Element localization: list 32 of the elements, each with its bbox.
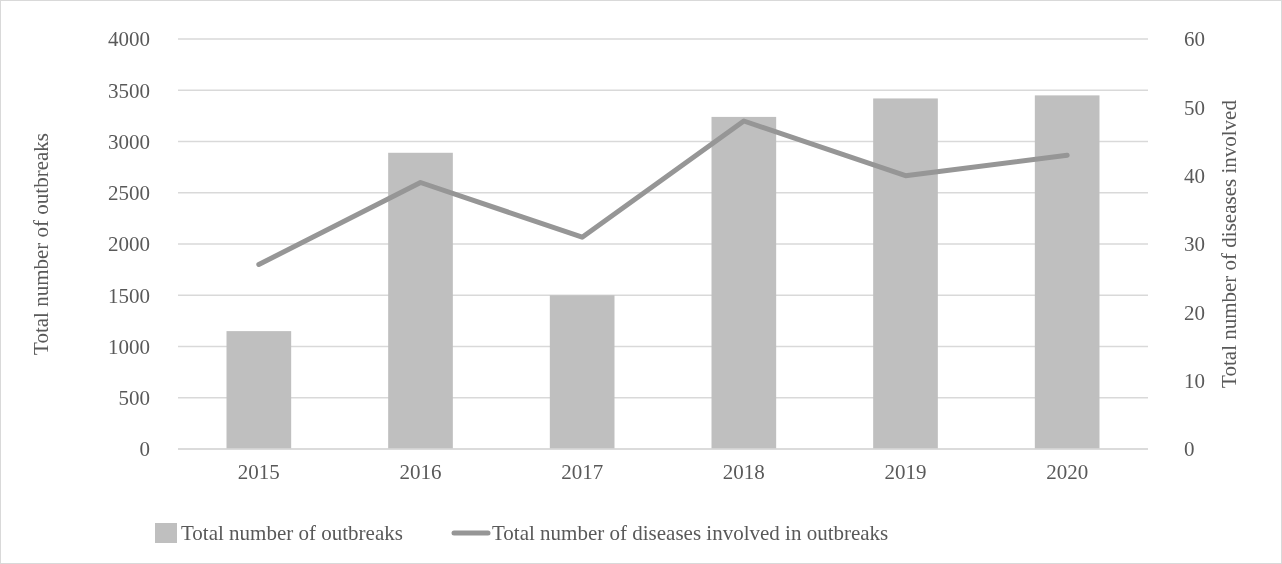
y2-tick-label: 20 xyxy=(1184,300,1205,325)
bar xyxy=(711,116,777,449)
bar xyxy=(388,152,453,449)
x-tick-label: 2020 xyxy=(1046,460,1089,484)
y-tick-label: 3500 xyxy=(108,78,150,103)
legend-label: Total number of diseases involved in outbreaks xyxy=(492,521,889,545)
y-tick-label: 1000 xyxy=(108,334,150,359)
x-tick-label: 2016 xyxy=(399,460,442,484)
legend-label: Total number of outbreaks xyxy=(181,521,403,545)
x-tick-label: 2018 xyxy=(722,460,765,484)
bar xyxy=(873,98,938,449)
x-tick-label: 2019 xyxy=(884,460,927,484)
y2-tick-label: 50 xyxy=(1184,95,1205,120)
y2-tick-label: 10 xyxy=(1184,369,1205,394)
x-tick-label: 2017 xyxy=(561,460,604,484)
y-tick-label: 0 xyxy=(139,437,150,462)
bar xyxy=(549,295,615,449)
y-tick-label: 1500 xyxy=(108,283,150,308)
y-tick-label: 4000 xyxy=(108,27,150,52)
y-tick-label: 2500 xyxy=(108,181,150,206)
bar xyxy=(1034,95,1100,449)
y-tick-label: 3000 xyxy=(108,129,150,154)
y2-axis-title: Total number of diseases involved xyxy=(1217,99,1241,388)
y2-tick-label: 60 xyxy=(1184,27,1205,52)
y2-tick-label: 30 xyxy=(1184,232,1205,257)
x-tick-label: 2015 xyxy=(237,460,280,484)
y-axis-title: Total number of outbreaks xyxy=(29,133,53,355)
y2-tick-label: 0 xyxy=(1184,437,1195,462)
y2-tick-label: 40 xyxy=(1184,164,1205,189)
y-tick-label: 2000 xyxy=(108,232,150,257)
bar xyxy=(226,331,292,449)
y-tick-label: 500 xyxy=(118,386,150,411)
